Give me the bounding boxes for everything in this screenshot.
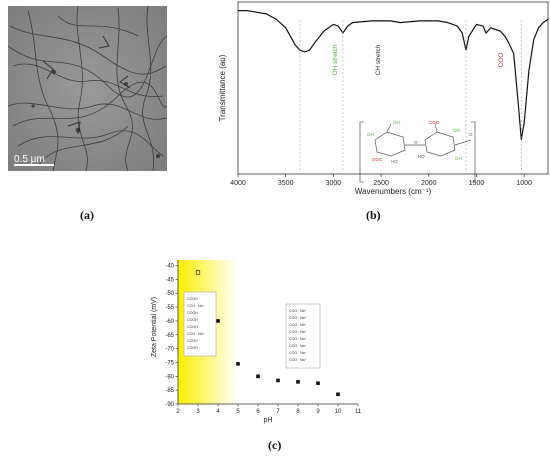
zeta-x-tick-label: 9 xyxy=(316,409,320,415)
zeta-y-tick-label: -60 xyxy=(165,319,174,325)
zeta-x-tick-label: 2 xyxy=(176,409,180,415)
ftir-x-tick-label: 4000 xyxy=(230,180,246,187)
legend-left-item: COOH xyxy=(187,311,198,315)
scale-bar-label: 0.5 μm xyxy=(14,154,45,165)
ftir-chart: 4000 3500 3000 2500 2000 1500 1000 OH stretch C… xyxy=(215,0,550,198)
struct-label-3: OH xyxy=(367,132,374,137)
ftir-peak-annotation: COO xyxy=(498,53,505,68)
legend-left-item: COOH xyxy=(187,318,198,322)
legend-right-item: COO⁻ Na⁺ xyxy=(289,358,307,362)
legend-left: COOH COO⁻ Na⁺ COOH COOH COOH COO⁻ Na⁺ CO… xyxy=(187,297,205,350)
zeta-x-tick-label: 4 xyxy=(216,409,220,415)
zeta-y-tick-label: -40 xyxy=(165,264,174,270)
zeta-y-tick-label: -65 xyxy=(165,333,174,339)
legend-left-item: COOH xyxy=(187,339,198,343)
zeta-x-tick-label: 5 xyxy=(236,409,240,415)
legend-right-item: COO⁻ Na⁺ xyxy=(289,330,307,334)
struct-label-2: OOC xyxy=(372,157,383,162)
legend-right-item: COO⁻ Na⁺ xyxy=(289,344,307,348)
zeta-points xyxy=(195,270,340,397)
zeta-data-point xyxy=(336,392,340,397)
panel-a-label: (a) xyxy=(80,208,94,222)
legend-right-item: COO⁻ Na⁺ xyxy=(289,351,307,355)
zeta-x-tick-label: 10 xyxy=(335,409,342,415)
tem-fibrils xyxy=(7,5,168,172)
zeta-chart: 2 3 4 5 6 7 8 9 10 11 -40 -45 -50 -55 -60 -65 -70 -75 -80 -… xyxy=(150,252,380,427)
struct-label-7: O xyxy=(414,140,418,145)
ftir-x-tick-label: 3500 xyxy=(278,180,294,187)
zeta-y-tick-label: -75 xyxy=(165,360,174,366)
zeta-x-axis-label: pH xyxy=(264,417,273,424)
struct-label-4: COO xyxy=(429,120,440,125)
struct-label-10: O xyxy=(469,132,473,137)
legend-right-item: COO⁻ Na⁺ xyxy=(289,323,307,327)
zeta-data-point xyxy=(195,270,201,275)
struct-label-1: OH xyxy=(393,120,400,125)
zeta-y-tick-label: -50 xyxy=(165,291,174,297)
legend-right-box xyxy=(285,303,321,369)
zeta-y-tick-label: -85 xyxy=(165,388,174,394)
legend-left-item: COOH xyxy=(187,325,198,329)
zeta-axes: 2 3 4 5 6 7 8 9 10 11 -40 -45 -50 -55 -60 -65 -70 -75 -80 -… xyxy=(165,260,362,415)
struct-label-9: OH xyxy=(453,128,460,133)
zeta-data-point xyxy=(256,374,260,379)
legend-right-item: COO⁻ Na⁺ xyxy=(289,337,307,341)
zeta-x-tick-label: 3 xyxy=(196,409,200,415)
zeta-y-axis-label: Zeta Potential (mV) xyxy=(151,297,158,357)
ftir-peak-annotation: CH stretch xyxy=(375,44,382,75)
zeta-data-point xyxy=(296,380,300,384)
zeta-data-point xyxy=(316,381,320,386)
ftir-x-tick-label: 3000 xyxy=(326,180,342,187)
legend-right: COO⁻ Na⁺ COO⁻ Na⁺ COO⁻ Na⁺ COO⁻ Na⁺ COO⁻… xyxy=(289,309,307,362)
struct-label-5: HO xyxy=(418,154,425,159)
legend-left-item: COO⁻ Na⁺ xyxy=(187,332,205,336)
zeta-y-tick-label: -70 xyxy=(165,347,174,353)
panel-b-label: (b) xyxy=(366,208,381,222)
zeta-svg: 2 3 4 5 6 7 8 9 10 11 -40 -45 -50 -55 -60 -65 -70 -75 -80 -… xyxy=(151,260,362,424)
zeta-x-tick-label: 8 xyxy=(296,409,300,415)
tem-micrograph: 0.5 μm xyxy=(7,5,168,172)
struct-label-6: OH xyxy=(455,156,462,161)
zeta-data-point xyxy=(236,362,240,366)
tem-image: 0.5 μm xyxy=(7,5,168,172)
ftir-x-tick-label: 1000 xyxy=(516,180,532,187)
legend-right-item: COO⁻ Na⁺ xyxy=(289,309,307,313)
zeta-x-tick-label: 11 xyxy=(355,409,362,415)
struct-label-8: HO xyxy=(391,159,398,164)
legend-left-item: COOH xyxy=(187,297,198,301)
ftir-plot-frame xyxy=(237,1,549,175)
zeta-y-tick-label: -90 xyxy=(165,402,174,408)
ftir-x-tick-label: 1500 xyxy=(469,180,485,187)
ftir-x-tick-label: 2000 xyxy=(421,180,437,187)
legend-left-item: COOH xyxy=(187,346,198,350)
ftir-x-axis-label: Wavenumbers (cm⁻¹) xyxy=(355,187,432,196)
cellulose-structure: OH OOC OH COO HO OH O HO OH O xyxy=(359,120,476,183)
legend-right-item: COO⁻ Na⁺ xyxy=(289,316,307,320)
zeta-data-point xyxy=(216,319,220,323)
ftir-spectrum-line xyxy=(238,10,549,140)
legend-left-item: COO⁻ Na⁺ xyxy=(187,304,205,308)
zeta-y-tick-label: -45 xyxy=(165,277,174,283)
legend-left-box xyxy=(183,291,217,357)
ftir-x-tick-label: 2500 xyxy=(373,180,389,187)
zeta-y-tick-label: -55 xyxy=(165,305,174,311)
panel-c-label: (c) xyxy=(268,438,282,452)
zeta-x-tick-label: 6 xyxy=(256,409,260,415)
zeta-data-point xyxy=(276,378,280,383)
zeta-x-tick-label: 7 xyxy=(276,409,280,415)
ftir-x-ticks: 4000 3500 3000 2500 2000 1500 1000 xyxy=(230,174,532,187)
zeta-y-tick-label: -80 xyxy=(165,374,174,380)
ftir-y-axis-label: Transmittance (au) xyxy=(218,54,227,121)
ftir-svg: 4000 3500 3000 2500 2000 1500 1000 OH stretch C… xyxy=(218,1,549,196)
ftir-peak-annotation: OH stretch xyxy=(332,44,339,75)
